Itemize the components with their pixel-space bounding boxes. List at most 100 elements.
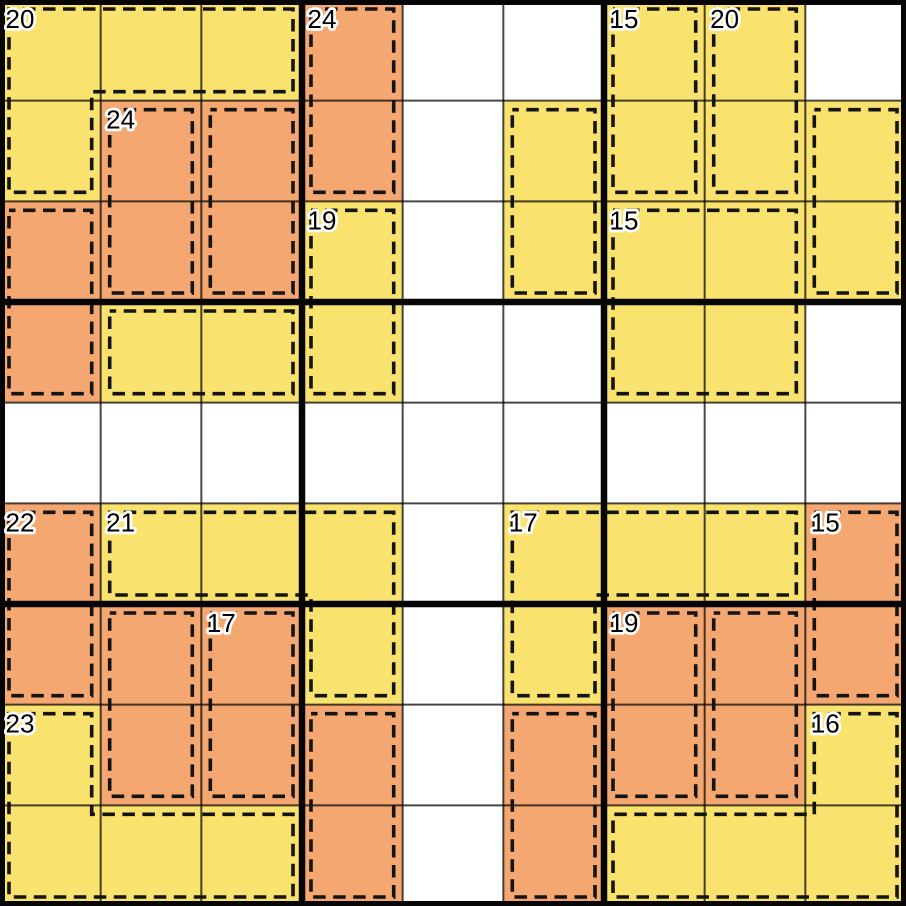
cell-r6c1[interactable] [0, 503, 101, 604]
cell-r3c4[interactable] [302, 201, 403, 302]
cell-r1c7[interactable] [604, 0, 705, 101]
cage-outline [309, 7, 396, 195]
cell-r9c1[interactable] [0, 805, 101, 906]
cell-r5c1[interactable] [0, 402, 101, 504]
cage-outline [7, 208, 94, 396]
cell-r3c9[interactable] [805, 201, 906, 302]
cage-sum-label: 20 [6, 4, 35, 34]
cell-r2c8[interactable] [704, 100, 806, 202]
cage-outline [107, 309, 295, 396]
cell-r4c3[interactable] [201, 302, 302, 403]
cage-outline [309, 711, 396, 899]
cell-r7c5[interactable] [402, 604, 504, 705]
cell-r4c8[interactable] [704, 302, 806, 403]
cell-r1c1[interactable] [0, 0, 101, 101]
cell-r6c2[interactable] [100, 503, 202, 604]
cell-r4c1[interactable] [0, 302, 101, 403]
cell-r3c8[interactable] [704, 201, 806, 302]
cell-r8c3[interactable] [201, 704, 302, 806]
cell-r7c9[interactable] [805, 604, 906, 705]
cell-r9c2[interactable] [100, 805, 202, 906]
cell-r2c1[interactable] [0, 100, 101, 202]
cell-r3c3[interactable] [201, 201, 302, 302]
cell-r5c3[interactable] [201, 402, 302, 504]
cell-r2c2[interactable] [100, 100, 202, 202]
cell-r4c2[interactable] [100, 302, 202, 403]
cage-sum-label: 23 [6, 709, 35, 739]
cell-r5c6[interactable] [503, 402, 604, 504]
cell-r6c6[interactable] [503, 503, 604, 604]
cell-r8c6[interactable] [503, 704, 604, 806]
cell-r5c7[interactable] [604, 402, 705, 504]
cell-r9c3[interactable] [201, 805, 302, 906]
cage-sum-label: 15 [811, 507, 840, 537]
cell-r1c9[interactable] [805, 0, 906, 101]
cell-r6c9[interactable] [805, 503, 906, 604]
cage-outline [611, 7, 698, 195]
cell-r6c3[interactable] [201, 503, 302, 604]
cell-r5c2[interactable] [100, 402, 202, 504]
cell-r1c3[interactable] [201, 0, 302, 101]
cell-r4c5[interactable] [402, 302, 504, 403]
cell-r6c7[interactable] [604, 503, 705, 604]
cage-outline [812, 510, 899, 698]
cage-sum-label: 17 [207, 608, 236, 638]
cage-sum-label: 15 [610, 4, 639, 34]
cell-r2c4[interactable] [302, 100, 403, 202]
cell-r3c5[interactable] [402, 201, 504, 302]
cell-r8c9[interactable] [805, 704, 906, 806]
cell-r6c5[interactable] [402, 503, 504, 604]
cell-r7c3[interactable] [201, 604, 302, 705]
cell-r7c6[interactable] [503, 604, 604, 705]
cell-r4c6[interactable] [503, 302, 604, 403]
cell-r2c3[interactable] [201, 100, 302, 202]
cell-r4c4[interactable] [302, 302, 403, 403]
cell-r8c1[interactable] [0, 704, 101, 806]
cell-r7c7[interactable] [604, 604, 705, 705]
cage-outline [711, 611, 799, 799]
cell-r2c9[interactable] [805, 100, 906, 202]
cell-r7c1[interactable] [0, 604, 101, 705]
cell-r4c7[interactable] [604, 302, 705, 403]
cage-outline [107, 510, 396, 698]
cell-r5c9[interactable] [805, 402, 906, 504]
cell-r9c4[interactable] [302, 805, 403, 906]
cell-r7c2[interactable] [100, 604, 202, 705]
cell-r9c6[interactable] [503, 805, 604, 906]
cell-r9c9[interactable] [805, 805, 906, 906]
cell-r1c2[interactable] [100, 0, 202, 101]
cage-outline [510, 711, 597, 899]
cell-r7c4[interactable] [302, 604, 403, 705]
cell-r3c2[interactable] [100, 201, 202, 302]
cell-r8c2[interactable] [100, 704, 202, 806]
cell-r4c9[interactable] [805, 302, 906, 403]
cage-outline [611, 611, 698, 799]
cell-r8c4[interactable] [302, 704, 403, 806]
cell-r1c6[interactable] [503, 0, 604, 101]
cell-r1c5[interactable] [402, 0, 504, 101]
cell-r3c7[interactable] [604, 201, 705, 302]
cell-r7c8[interactable] [704, 604, 806, 705]
cell-r6c4[interactable] [302, 503, 403, 604]
cell-r5c5[interactable] [402, 402, 504, 504]
cell-r3c6[interactable] [503, 201, 604, 302]
cell-r8c8[interactable] [704, 704, 806, 806]
cell-r1c4[interactable] [302, 0, 403, 101]
cage-outline [7, 7, 295, 195]
cage-outline [510, 107, 597, 295]
cell-r8c5[interactable] [402, 704, 504, 806]
cell-r9c7[interactable] [604, 805, 705, 906]
cell-r8c7[interactable] [604, 704, 705, 806]
cell-r5c4[interactable] [302, 402, 403, 504]
cell-r1c8[interactable] [704, 0, 806, 101]
cell-r9c8[interactable] [704, 805, 806, 906]
cell-r2c7[interactable] [604, 100, 705, 202]
cell-r6c8[interactable] [704, 503, 806, 604]
cell-r2c6[interactable] [503, 100, 604, 202]
cell-r2c5[interactable] [402, 100, 504, 202]
cell-r3c1[interactable] [0, 201, 101, 302]
cell-r5c8[interactable] [704, 402, 806, 504]
cell-r9c5[interactable] [402, 805, 504, 906]
cage-outline [711, 7, 799, 195]
cage-outline [7, 711, 295, 899]
